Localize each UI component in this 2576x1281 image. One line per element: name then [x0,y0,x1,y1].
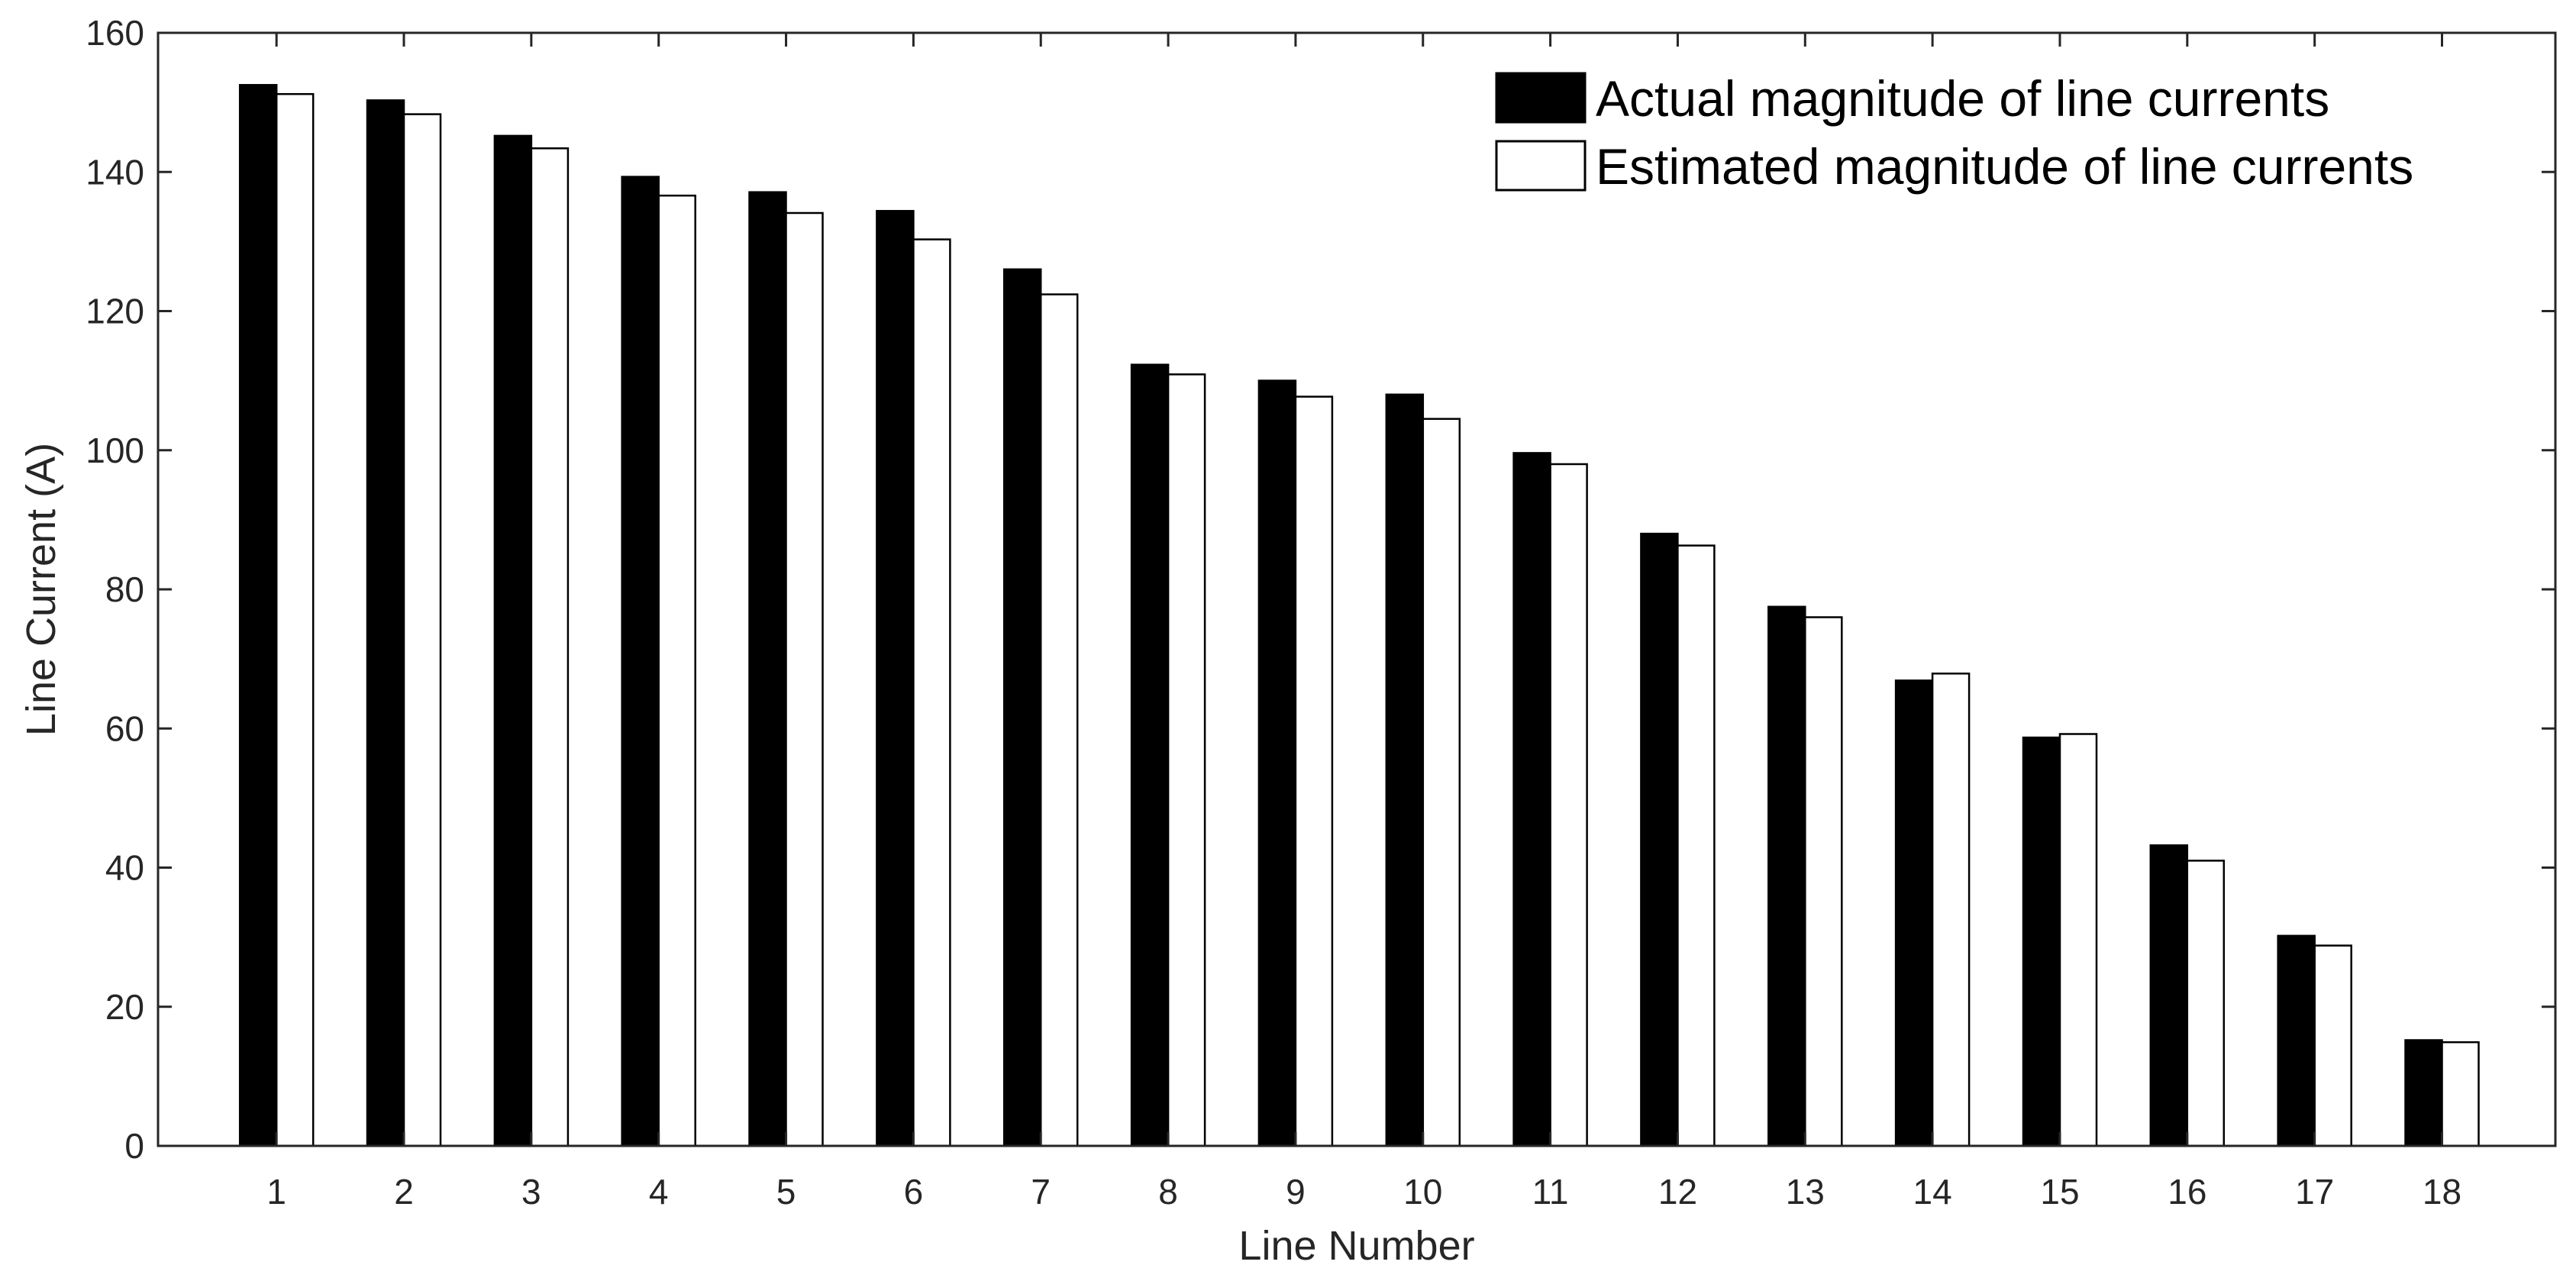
bars-layer [238,84,2480,1147]
estimated-bar-8 [1167,373,1206,1147]
actual-bar-14 [1894,679,1934,1147]
x-tick-label-4: 4 [649,1172,669,1212]
estimated-bar-17 [2313,944,2352,1147]
estimated-bar-7 [1039,293,1079,1147]
actual-bar-12 [1640,532,1679,1147]
estimated-bar-11 [1549,463,1588,1147]
y-tick-label-40: 40 [105,848,144,888]
y-tick-label-160: 160 [86,13,144,53]
x-tick-label-10: 10 [1403,1172,1442,1212]
estimated-bar-3 [530,147,570,1147]
x-axis-label: Line Number [1238,1223,1474,1269]
actual-bar-15 [2022,736,2061,1147]
x-tick-label-5: 5 [776,1172,796,1212]
x-tick-label-6: 6 [904,1172,924,1212]
y-tick-label-100: 100 [86,431,144,470]
x-tick-label-8: 8 [1158,1172,1178,1212]
estimated-bar-5 [785,211,824,1147]
x-tick-label-16: 16 [2168,1172,2206,1212]
y-tick-label-80: 80 [105,570,144,609]
x-tick-label-14: 14 [1913,1172,1952,1212]
y-tick-label-140: 140 [86,152,144,192]
x-tick-label-1: 1 [266,1172,286,1212]
actual-bar-1 [238,84,278,1147]
y-tick-label-60: 60 [105,708,144,748]
estimated-bar-14 [1931,673,1971,1147]
x-tick-label-12: 12 [1658,1172,1697,1212]
x-tick-label-7: 7 [1031,1172,1051,1212]
actual-bar-5 [748,191,787,1147]
estimated-bar-12 [1677,544,1716,1147]
estimated-bar-9 [1294,395,1334,1147]
x-tick-label-2: 2 [394,1172,414,1212]
x-tick-label-13: 13 [1786,1172,1825,1212]
estimated-bar-16 [2186,860,2226,1147]
estimated-bar-1 [275,92,315,1147]
estimated-bar-13 [1804,616,1843,1147]
y-tick-label-20: 20 [105,987,144,1027]
y-tick-label-120: 120 [86,292,144,331]
actual-bar-11 [1512,452,1551,1147]
actual-bar-7 [1002,268,1042,1147]
estimated-bar-4 [657,194,696,1147]
estimated-bar-2 [402,113,442,1147]
y-axis-label: Line Current (A) [18,443,64,736]
actual-bar-9 [1257,379,1297,1147]
x-tick-label-15: 15 [2040,1172,2079,1212]
actual-bar-4 [621,176,660,1147]
actual-bar-10 [1385,393,1425,1147]
legend-swatch-estimated [1495,140,1587,192]
actual-bar-6 [876,210,915,1147]
x-tick-label-3: 3 [521,1172,541,1212]
actual-bar-8 [1130,363,1170,1147]
actual-bar-3 [493,134,533,1147]
x-tick-label-9: 9 [1286,1172,1306,1212]
legend-swatch-actual [1495,72,1587,124]
actual-bar-17 [2277,934,2316,1147]
estimated-bar-18 [2441,1041,2480,1147]
actual-bar-16 [2149,844,2189,1147]
actual-bar-18 [2404,1039,2443,1147]
y-tick-label-0: 0 [124,1126,144,1166]
legend: Actual magnitude of line currents Estima… [1495,70,2413,195]
estimated-bar-15 [2058,733,2098,1147]
x-tick-label-11: 11 [1532,1172,1569,1212]
estimated-bar-10 [1422,418,1461,1147]
legend-label-actual: Actual magnitude of line currents [1596,70,2329,127]
actual-bar-13 [1767,605,1806,1147]
estimated-bar-6 [912,238,951,1147]
legend-label-estimated: Estimated magnitude of line currents [1596,138,2413,195]
actual-bar-2 [366,99,405,1147]
x-tick-label-18: 18 [2423,1172,2461,1212]
x-tick-label-17: 17 [2295,1172,2334,1212]
